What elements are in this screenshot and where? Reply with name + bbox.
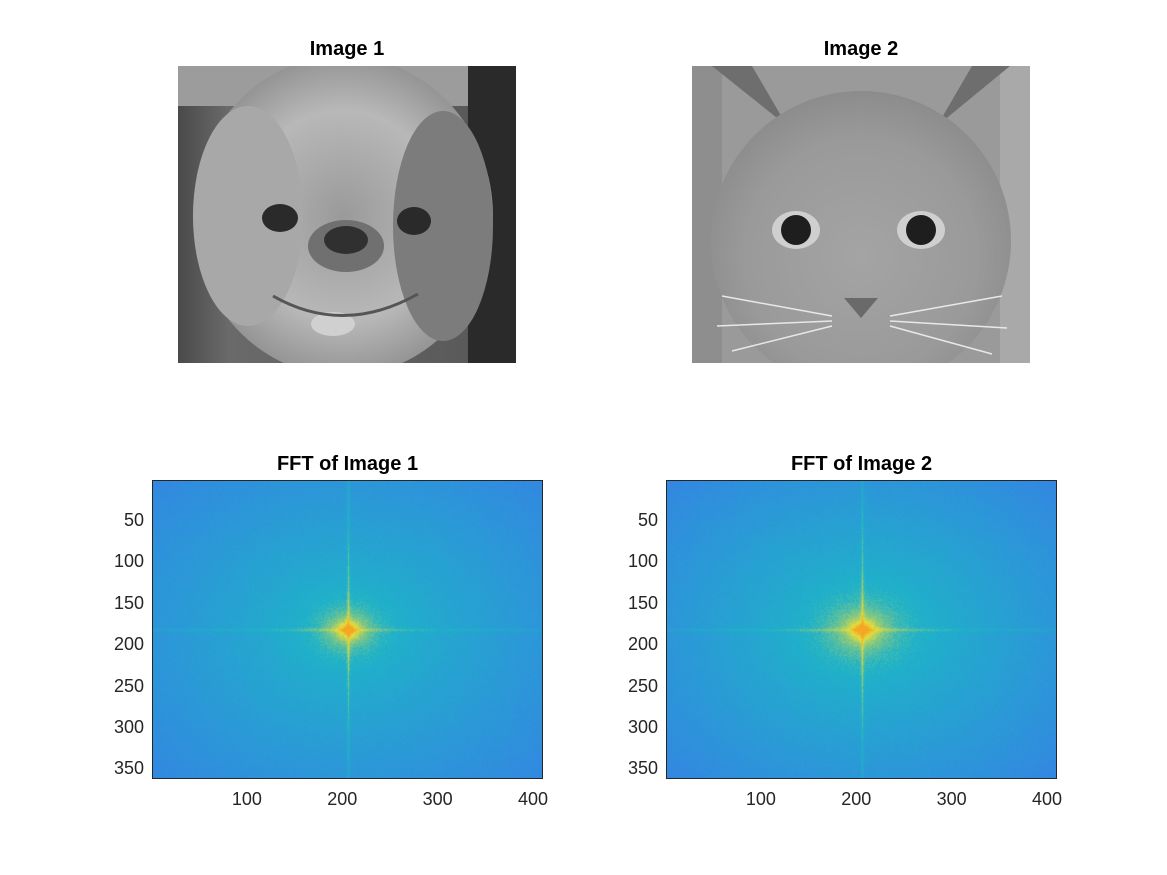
fft-2-heatmap	[666, 480, 1057, 779]
y-tick-label: 200	[113, 634, 144, 655]
y-tick-label: 250	[627, 675, 658, 696]
x-tick-label: 200	[841, 789, 872, 809]
fft-1-heatmap-canvas	[153, 481, 542, 778]
x-tick-label: 200	[327, 789, 358, 809]
y-tick-label: 250	[113, 675, 144, 696]
kitten-photo	[692, 66, 1030, 363]
x-tick-label: 400	[1031, 789, 1062, 809]
fft-2-heatmap-canvas	[667, 481, 1056, 778]
x-tick-label: 300	[422, 789, 453, 809]
fft-1-heatmap	[152, 480, 543, 779]
y-tick-label: 350	[627, 758, 658, 779]
subplot-title-fft-1: FFT of Image 1	[276, 453, 419, 475]
y-tick-label: 150	[113, 592, 144, 613]
y-tick-label: 200	[627, 634, 658, 655]
x-tick-label: 400	[517, 789, 548, 809]
y-tick-label: 350	[113, 758, 144, 779]
y-tick-label: 50	[637, 509, 658, 530]
y-tick-label: 100	[113, 551, 144, 572]
subplot-title-fft-2: FFT of Image 2	[790, 453, 933, 475]
y-tick-label: 100	[627, 551, 658, 572]
y-tick-label: 300	[627, 717, 658, 738]
subplot-title-image-1: Image 1	[309, 38, 385, 60]
dog-photo-graphic	[178, 66, 516, 363]
y-tick-label: 50	[123, 509, 144, 530]
kitten-photo-graphic	[692, 66, 1030, 363]
dog-photo	[178, 66, 516, 363]
subplot-title-image-2: Image 2	[823, 38, 899, 60]
y-tick-label: 150	[627, 592, 658, 613]
x-tick-label: 100	[231, 789, 262, 809]
x-tick-label: 100	[745, 789, 776, 809]
x-tick-label: 300	[936, 789, 967, 809]
y-tick-label: 300	[113, 717, 144, 738]
